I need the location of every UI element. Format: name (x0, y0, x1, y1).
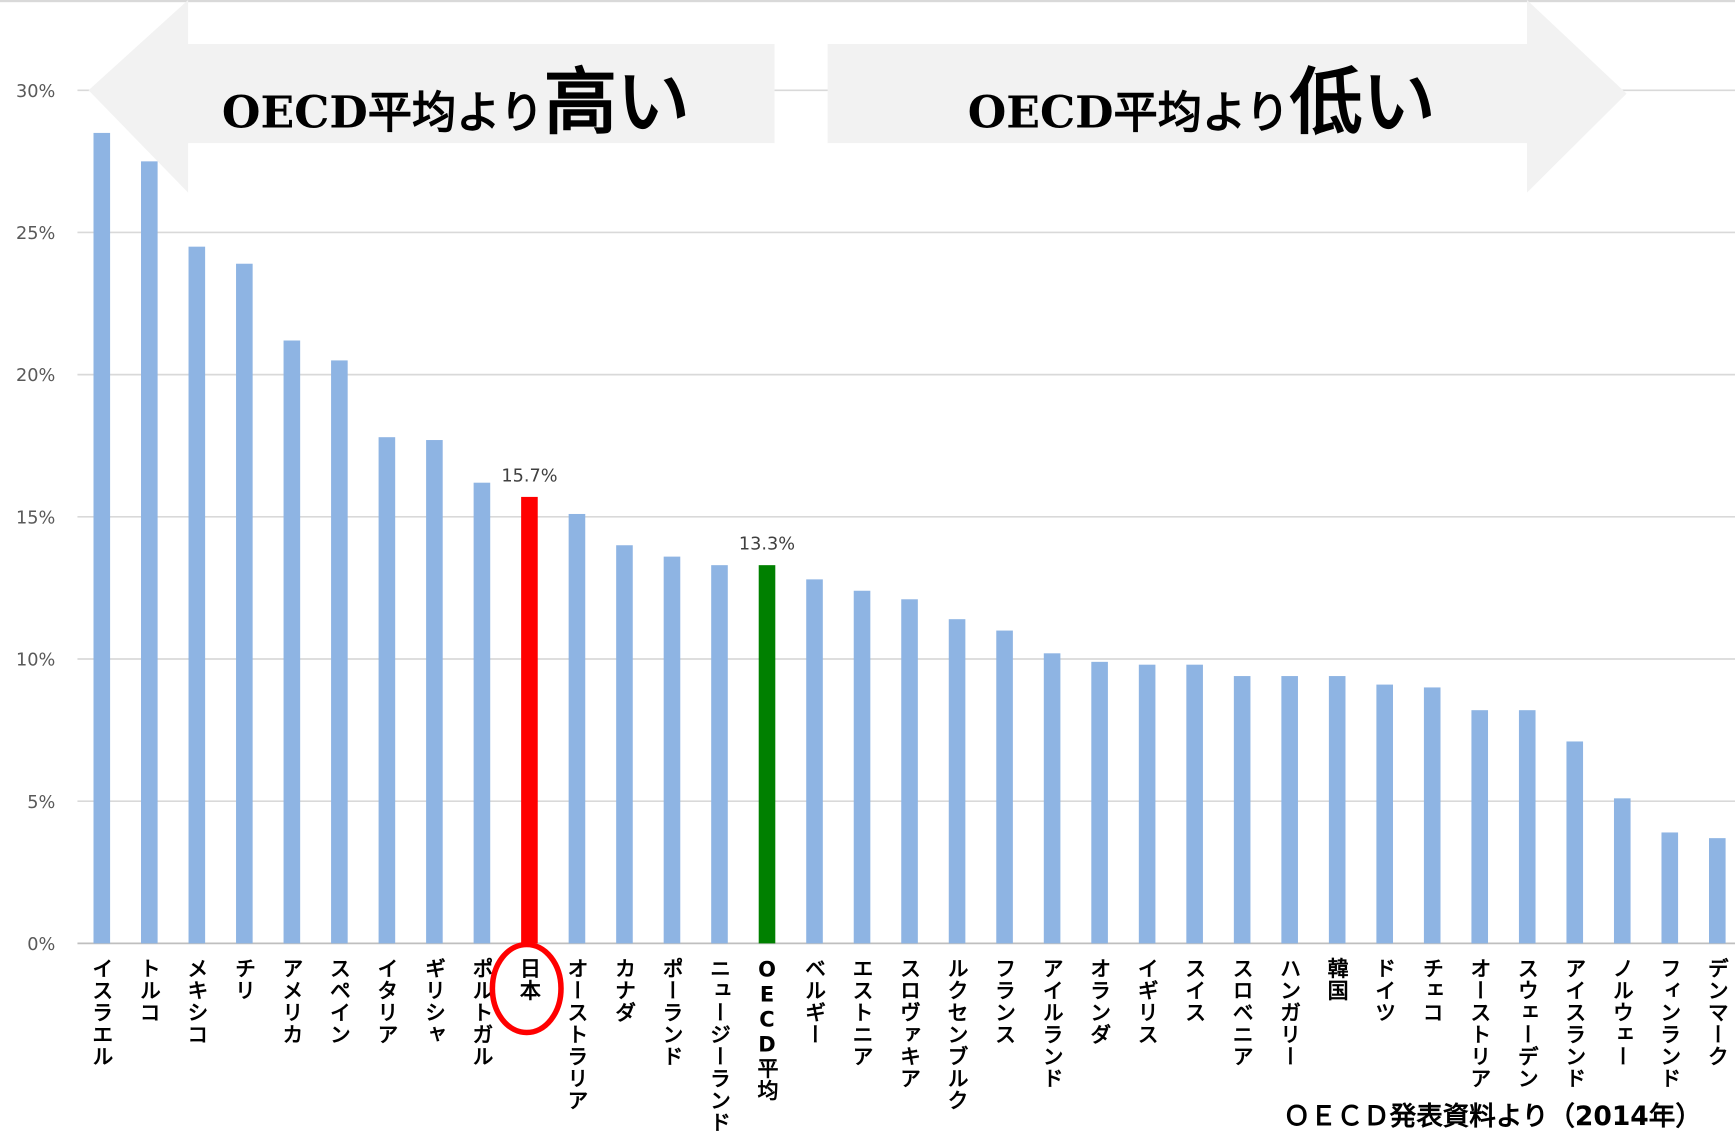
x-tick-label: ドイツ (1373, 958, 1397, 1024)
x-tick-label: チリ (232, 958, 256, 1002)
bar (996, 630, 1013, 944)
x-tick-label: イギリス (1135, 958, 1159, 1046)
x-tick-label: アイルランド (1040, 958, 1064, 1090)
annotation-emphasis: 低い (1290, 61, 1436, 146)
bar (711, 565, 728, 944)
x-tick-label: 韓国 (1325, 957, 1349, 1002)
x-tick-label: ポルトガル (470, 957, 494, 1068)
bar (1518, 710, 1536, 944)
value-label: 15.7% (501, 467, 557, 487)
x-tick-label: トルコ (137, 958, 161, 1024)
x-tick-label: オーストリア (1468, 958, 1492, 1090)
bar (1423, 687, 1441, 944)
y-tick-label: 15% (16, 508, 55, 528)
bar (473, 482, 491, 944)
y-tick-label: 20% (16, 366, 55, 386)
bar (663, 556, 681, 944)
x-tick-label: イスラエル (90, 958, 114, 1068)
bar (1376, 684, 1393, 944)
x-tick-label: フィンランド (1658, 958, 1682, 1090)
x-tick-label: ギリシャ (422, 958, 446, 1046)
annotation-text: OECD平均より (222, 88, 544, 139)
bar (236, 263, 253, 944)
bar (93, 132, 111, 944)
right-arrow (827, 0, 1627, 193)
bar (901, 599, 918, 944)
bar (616, 545, 633, 944)
source: ＯＥＣＤ発表資料より（2014年） (1284, 1101, 1702, 1132)
bar (1708, 838, 1726, 944)
y-tick-label: 10% (16, 651, 55, 671)
bar (1091, 661, 1108, 944)
bar (568, 513, 586, 944)
bar (521, 496, 538, 944)
bar (426, 440, 443, 944)
highlight-circle (489, 941, 564, 1036)
x-tick-label: ノルウェー (1610, 958, 1634, 1068)
y-tick-label: 25% (16, 224, 55, 244)
bar (853, 590, 871, 944)
x-tick-label: スペイン (327, 958, 351, 1046)
top-border (0, 0, 1735, 3)
bar (331, 360, 348, 944)
x-tick-label: イタリア (375, 958, 399, 1046)
annotation-text: OECD平均より (968, 88, 1290, 139)
x-tick-label: スイス (1183, 958, 1207, 1024)
x-tick-label: アイスランド (1563, 958, 1587, 1090)
bar (1043, 653, 1061, 944)
x-tick-label: スロベニア (1230, 958, 1254, 1068)
bar (1281, 676, 1298, 944)
bar (758, 565, 776, 944)
annotation-emphasis: 高い (544, 61, 690, 146)
bar (1566, 741, 1584, 944)
x-tick-label: ルクセンブルク (945, 958, 969, 1112)
bar (283, 340, 301, 944)
x-tick-label: ニュージーランド (707, 958, 731, 1134)
x-tick-label: ベルギー (802, 958, 826, 1046)
x-tick-label: アメリカ (280, 958, 304, 1046)
y-tick-label: 0% (27, 935, 55, 955)
x-tick-label: オーストラリア (565, 958, 589, 1112)
x-tick-label: スウェーデン (1515, 958, 1539, 1090)
annotation-low: OECD平均より低い (968, 61, 1436, 146)
left-arrow (88, 0, 775, 193)
y-tick-label: 30% (16, 82, 55, 102)
x-tick-label: ハンガリー (1278, 958, 1302, 1068)
bar (378, 437, 396, 944)
x-tick-label: 日本 (517, 958, 541, 1002)
bar (1471, 710, 1489, 944)
bar (188, 246, 206, 944)
bar (1138, 664, 1156, 944)
value-label: 13.3% (739, 535, 795, 555)
bar (806, 579, 823, 944)
bar (1233, 676, 1251, 944)
bar (141, 161, 158, 944)
x-tick-label: OECD平均 (755, 958, 779, 1102)
x-tick-label: エストニア (850, 958, 874, 1068)
bar (948, 619, 966, 944)
bar (1661, 832, 1679, 944)
x-tick-label: スロヴァキア (898, 958, 922, 1090)
x-tick-label: ポーランド (660, 957, 684, 1068)
x-tick-label: デンマーク (1705, 957, 1729, 1068)
y-tick-label: 5% (27, 793, 55, 813)
bar (1613, 798, 1631, 944)
annotation-high: OECD平均より高い (222, 61, 690, 146)
bar (1186, 664, 1203, 944)
x-tick-label: フランス (993, 958, 1017, 1046)
bars: 15.7% 13.3% (93, 132, 1726, 944)
x-tick-label: チェコ (1420, 958, 1444, 1024)
x-tick-label: オランダ (1088, 958, 1112, 1046)
bar (1328, 676, 1346, 944)
x-tick-label: メキシコ (185, 958, 209, 1046)
grid: 0% 5% 10% 15% 20% 25% 30% イスラエル トルコ メキシコ チリ アメリカ スペイ… (16, 82, 1735, 1134)
x-tick-label: カナダ (612, 958, 636, 1024)
